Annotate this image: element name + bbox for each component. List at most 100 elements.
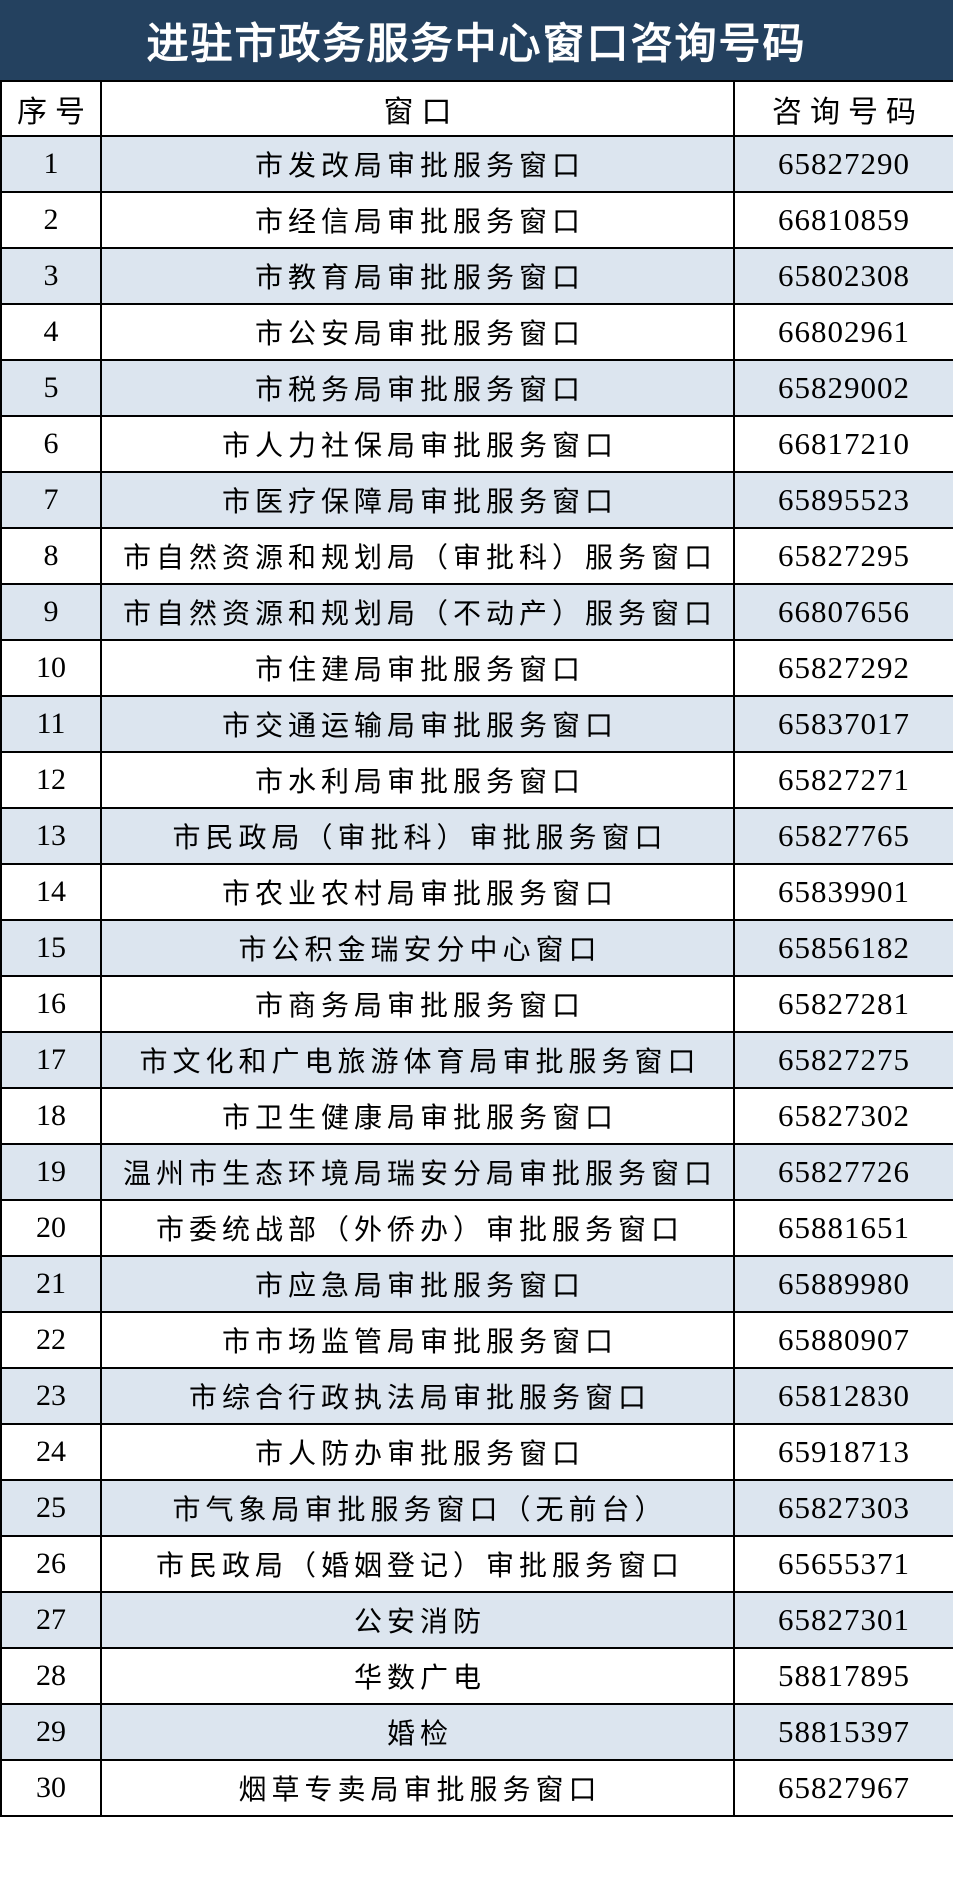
table-row: 29 婚检 58815397	[0, 1703, 953, 1761]
column-header-phone: 咨询号码	[733, 80, 953, 137]
row-index-cell: 26	[0, 1535, 102, 1593]
table-row: 24 市人防办审批服务窗口 65918713	[0, 1423, 953, 1481]
row-index-cell: 28	[0, 1647, 102, 1705]
row-window-name-cell: 市自然资源和规划局（不动产）服务窗口	[100, 583, 735, 641]
row-window-name-cell: 市发改局审批服务窗口	[100, 135, 735, 193]
row-window-name-cell: 市经信局审批服务窗口	[100, 191, 735, 249]
row-window-name-cell: 公安消防	[100, 1591, 735, 1649]
consultation-number-table: 序号 窗口 咨询号码 1 市发改局审批服务窗口 65827290 2 市经信局审…	[0, 80, 953, 1817]
table-row: 30 烟草专卖局审批服务窗口 65827967	[0, 1759, 953, 1817]
table-row: 14 市农业农村局审批服务窗口 65839901	[0, 863, 953, 921]
row-phone-number-cell: 65827967	[733, 1759, 953, 1817]
row-window-name-cell: 市综合行政执法局审批服务窗口	[100, 1367, 735, 1425]
row-phone-number-cell: 65918713	[733, 1423, 953, 1481]
row-phone-number-cell: 65837017	[733, 695, 953, 753]
table-header-row: 序号 窗口 咨询号码	[0, 80, 953, 137]
row-phone-number-cell: 65856182	[733, 919, 953, 977]
row-index-cell: 8	[0, 527, 102, 585]
row-index-cell: 11	[0, 695, 102, 753]
row-phone-number-cell: 65827765	[733, 807, 953, 865]
page-title: 进驻市政务服务中心窗口咨询号码	[146, 21, 807, 68]
row-index-cell: 12	[0, 751, 102, 809]
row-phone-number-cell: 65655371	[733, 1535, 953, 1593]
table-row: 26 市民政局（婚姻登记）审批服务窗口 65655371	[0, 1535, 953, 1593]
row-index-cell: 22	[0, 1311, 102, 1369]
row-phone-number-cell: 65827295	[733, 527, 953, 585]
table-row: 13 市民政局（审批科）审批服务窗口 65827765	[0, 807, 953, 865]
table-row: 20 市委统战部（外侨办）审批服务窗口 65881651	[0, 1199, 953, 1257]
row-index-cell: 9	[0, 583, 102, 641]
row-window-name-cell: 市民政局（婚姻登记）审批服务窗口	[100, 1535, 735, 1593]
row-phone-number-cell: 66807656	[733, 583, 953, 641]
row-phone-number-cell: 65827281	[733, 975, 953, 1033]
row-phone-number-cell: 65827301	[733, 1591, 953, 1649]
table-row: 21 市应急局审批服务窗口 65889980	[0, 1255, 953, 1313]
row-phone-number-cell: 65827303	[733, 1479, 953, 1537]
row-phone-number-cell: 65827275	[733, 1031, 953, 1089]
table-row: 4 市公安局审批服务窗口 66802961	[0, 303, 953, 361]
table-row: 17 市文化和广电旅游体育局审批服务窗口 65827275	[0, 1031, 953, 1089]
row-index-cell: 7	[0, 471, 102, 529]
table-row: 15 市公积金瑞安分中心窗口 65856182	[0, 919, 953, 977]
row-phone-number-cell: 65827292	[733, 639, 953, 697]
table-row: 2 市经信局审批服务窗口 66810859	[0, 191, 953, 249]
row-window-name-cell: 市交通运输局审批服务窗口	[100, 695, 735, 753]
table-row: 10 市住建局审批服务窗口 65827292	[0, 639, 953, 697]
row-phone-number-cell: 66817210	[733, 415, 953, 473]
title-bar: 进驻市政务服务中心窗口咨询号码	[0, 0, 953, 80]
row-index-cell: 27	[0, 1591, 102, 1649]
row-window-name-cell: 市应急局审批服务窗口	[100, 1255, 735, 1313]
row-index-cell: 1	[0, 135, 102, 193]
row-phone-number-cell: 66810859	[733, 191, 953, 249]
row-index-cell: 30	[0, 1759, 102, 1817]
table-row: 1 市发改局审批服务窗口 65827290	[0, 135, 953, 193]
table-row: 19 温州市生态环境局瑞安分局审批服务窗口 65827726	[0, 1143, 953, 1201]
table-row: 27 公安消防 65827301	[0, 1591, 953, 1649]
table-row: 25 市气象局审批服务窗口（无前台） 65827303	[0, 1479, 953, 1537]
table-row: 5 市税务局审批服务窗口 65829002	[0, 359, 953, 417]
row-index-cell: 18	[0, 1087, 102, 1145]
row-window-name-cell: 婚检	[100, 1703, 735, 1761]
row-window-name-cell: 烟草专卖局审批服务窗口	[100, 1759, 735, 1817]
row-index-cell: 3	[0, 247, 102, 305]
row-index-cell: 5	[0, 359, 102, 417]
row-index-cell: 4	[0, 303, 102, 361]
row-phone-number-cell: 58817895	[733, 1647, 953, 1705]
row-window-name-cell: 市教育局审批服务窗口	[100, 247, 735, 305]
row-phone-number-cell: 65827302	[733, 1087, 953, 1145]
row-window-name-cell: 市气象局审批服务窗口（无前台）	[100, 1479, 735, 1537]
row-phone-number-cell: 65827290	[733, 135, 953, 193]
column-header-window: 窗口	[100, 80, 735, 137]
row-index-cell: 25	[0, 1479, 102, 1537]
row-window-name-cell: 市市场监管局审批服务窗口	[100, 1311, 735, 1369]
row-window-name-cell: 温州市生态环境局瑞安分局审批服务窗口	[100, 1143, 735, 1201]
row-window-name-cell: 市医疗保障局审批服务窗口	[100, 471, 735, 529]
table-row: 6 市人力社保局审批服务窗口 66817210	[0, 415, 953, 473]
table-row: 7 市医疗保障局审批服务窗口 65895523	[0, 471, 953, 529]
column-header-index: 序号	[0, 80, 102, 137]
row-phone-number-cell: 65839901	[733, 863, 953, 921]
table-row: 12 市水利局审批服务窗口 65827271	[0, 751, 953, 809]
row-index-cell: 16	[0, 975, 102, 1033]
row-window-name-cell: 市公安局审批服务窗口	[100, 303, 735, 361]
row-index-cell: 10	[0, 639, 102, 697]
row-window-name-cell: 市公积金瑞安分中心窗口	[100, 919, 735, 977]
row-phone-number-cell: 65881651	[733, 1199, 953, 1257]
row-index-cell: 6	[0, 415, 102, 473]
row-phone-number-cell: 65812830	[733, 1367, 953, 1425]
row-window-name-cell: 市文化和广电旅游体育局审批服务窗口	[100, 1031, 735, 1089]
table-row: 8 市自然资源和规划局（审批科）服务窗口 65827295	[0, 527, 953, 585]
row-window-name-cell: 市商务局审批服务窗口	[100, 975, 735, 1033]
row-window-name-cell: 华数广电	[100, 1647, 735, 1705]
table-row: 18 市卫生健康局审批服务窗口 65827302	[0, 1087, 953, 1145]
row-window-name-cell: 市委统战部（外侨办）审批服务窗口	[100, 1199, 735, 1257]
row-phone-number-cell: 65802308	[733, 247, 953, 305]
row-window-name-cell: 市人防办审批服务窗口	[100, 1423, 735, 1481]
row-window-name-cell: 市税务局审批服务窗口	[100, 359, 735, 417]
row-phone-number-cell: 58815397	[733, 1703, 953, 1761]
row-phone-number-cell: 65889980	[733, 1255, 953, 1313]
table-row: 22 市市场监管局审批服务窗口 65880907	[0, 1311, 953, 1369]
table-row: 11 市交通运输局审批服务窗口 65837017	[0, 695, 953, 753]
row-index-cell: 15	[0, 919, 102, 977]
